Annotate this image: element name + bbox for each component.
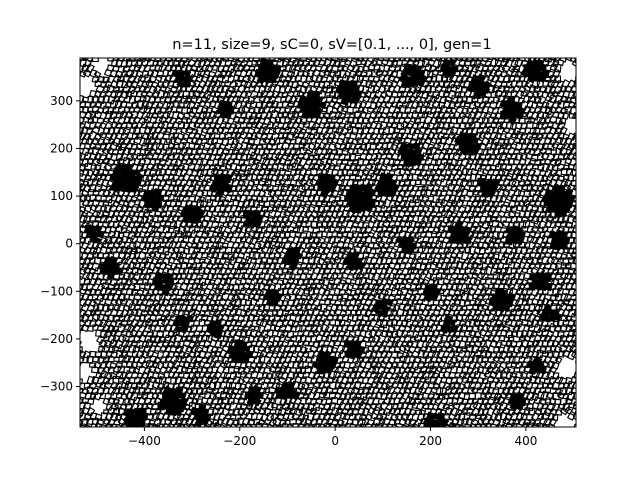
y-tick-label: 0 <box>65 237 73 251</box>
x-tick-label: 200 <box>419 434 442 448</box>
plot-area <box>79 57 577 428</box>
tile-mesh <box>80 58 576 427</box>
y-tick-label: 100 <box>50 189 73 203</box>
x-tick-label: 0 <box>331 434 339 448</box>
x-tick-label: −200 <box>223 434 256 448</box>
x-axis: −400 −200 0 200 400 <box>128 427 537 448</box>
y-tick-label: 200 <box>50 141 73 155</box>
y-tick-label: 300 <box>50 94 73 108</box>
y-tick-label: −300 <box>40 380 73 394</box>
y-tick-label: −100 <box>40 284 73 298</box>
y-tick-label: −200 <box>40 332 73 346</box>
y-axis: −300 −200 −100 0 100 200 300 <box>40 94 80 394</box>
x-tick-label: −400 <box>128 434 161 448</box>
chart-title: n=11, size=9, sC=0, sV=[0.1, ..., 0], ge… <box>172 37 491 53</box>
dense-tile-cluster <box>84 58 576 427</box>
tiling-pattern <box>80 58 576 427</box>
x-tick-label: 400 <box>514 434 537 448</box>
plot-frame <box>79 57 577 428</box>
